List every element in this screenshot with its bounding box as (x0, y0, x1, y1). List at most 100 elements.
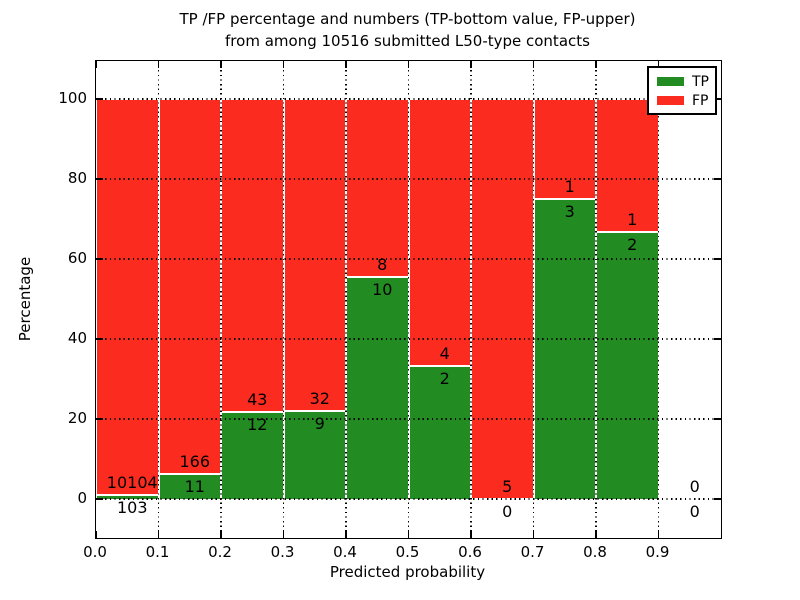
fp-bar-segment (283, 99, 346, 412)
tp-count-label: 3 (564, 202, 575, 221)
x-tick-mark (95, 531, 97, 538)
y-tick-label: 40 (67, 329, 87, 347)
legend-swatch-fp (657, 96, 684, 105)
legend: TP FP (647, 66, 717, 115)
y-tick-mark (96, 498, 103, 500)
legend-entry-tp: TP (649, 72, 715, 91)
y-tick-mark (96, 98, 103, 100)
fp-count-label: 43 (247, 389, 268, 409)
x-tick-mark (470, 61, 472, 68)
x-tick-mark (345, 61, 347, 68)
x-tick-mark (595, 61, 597, 68)
x-tick-mark (282, 61, 285, 68)
x-tick-mark (532, 61, 535, 68)
x-tick-label: 0.6 (458, 543, 482, 561)
fp-count-label: 166 (179, 452, 211, 472)
x-tick-label: 0.5 (395, 543, 420, 561)
x-tick-mark (595, 531, 597, 538)
y-tick-mark (714, 418, 721, 420)
h-gridline (96, 338, 721, 340)
chart-title: TP /FP percentage and numbers (TP-bottom… (95, 8, 720, 52)
fp-count-label: 32 (309, 389, 330, 409)
v-gridline (532, 61, 535, 538)
y-tick-mark (96, 338, 103, 340)
v-gridline (220, 61, 222, 538)
legend-swatch-tp (657, 77, 684, 86)
y-tick-mark (714, 338, 721, 340)
h-gridline (96, 98, 721, 100)
y-tick-mark (96, 258, 103, 260)
x-tick-label: 0.0 (83, 543, 107, 561)
h-gridline (96, 418, 721, 420)
v-gridline (595, 61, 597, 538)
legend-label-fp: FP (692, 92, 709, 109)
x-tick-mark (157, 531, 160, 538)
fp-count-label: 8 (377, 254, 388, 274)
fp-count-label: 1 (564, 177, 575, 196)
x-tick-mark (95, 61, 97, 68)
v-gridline (407, 61, 410, 538)
tp-bar-segment (408, 365, 471, 499)
y-tick-label: 20 (67, 409, 87, 427)
legend-label-tp: TP (692, 73, 709, 90)
legend-entry-fp: FP (649, 91, 715, 110)
tp-bar-segment (158, 474, 221, 499)
y-tick-label: 60 (67, 249, 87, 267)
x-tick-mark (407, 531, 410, 538)
x-tick-mark (157, 61, 160, 68)
fp-count-label: 5 (502, 477, 513, 496)
fp-bar-segment (408, 99, 471, 366)
y-tick-mark (714, 498, 721, 500)
tp-bar-segment (533, 199, 596, 499)
x-tick-mark (657, 61, 660, 68)
x-tick-mark (470, 531, 472, 538)
tp-count-label: 9 (314, 414, 325, 434)
plot-area: 10104 103 166 11 43 12 32 9 8 10 4 2 5 0 1 3 1 2 0 0 (95, 60, 722, 539)
y-tick-mark (714, 258, 721, 260)
x-tick-mark (220, 531, 222, 538)
h-gridline (96, 498, 721, 500)
tp-count-label: 2 (439, 368, 450, 388)
x-tick-mark (657, 531, 660, 538)
fp-bar-segment (346, 99, 409, 277)
x-tick-label: 0.4 (333, 543, 357, 561)
y-tick-label: 100 (58, 89, 87, 107)
x-axis-label: Predicted probability (329, 563, 486, 581)
fp-bar-segment (96, 99, 159, 495)
v-gridline (470, 61, 472, 538)
y-axis-label: Percentage (16, 256, 34, 342)
tp-count-label: 103 (116, 497, 148, 517)
x-tick-label: 0.1 (145, 543, 170, 561)
v-gridline (345, 61, 347, 538)
tp-count-label: 12 (247, 414, 268, 434)
h-gridline (96, 178, 721, 180)
x-tick-label: 0.9 (645, 543, 670, 561)
chart-title-line2: from among 10516 submitted L50-type cont… (225, 32, 590, 50)
h-gridline (96, 258, 721, 260)
tp-count-label: 0 (502, 502, 513, 521)
x-tick-mark (345, 531, 347, 538)
fp-count-label: 4 (439, 343, 450, 363)
x-tick-label: 0.3 (270, 543, 295, 561)
tp-count-label: 0 (689, 502, 700, 521)
y-tick-label: 0 (77, 489, 87, 507)
v-gridline (282, 61, 285, 538)
y-tick-mark (96, 418, 103, 420)
v-gridline (157, 61, 160, 538)
x-tick-label: 0.7 (520, 543, 545, 561)
x-tick-label: 0.2 (208, 543, 232, 561)
x-tick-mark (407, 61, 410, 68)
tp-count-label: 10 (372, 279, 393, 299)
fp-count-label: 0 (689, 477, 700, 496)
chart-title-line1: TP /FP percentage and numbers (TP-bottom… (179, 10, 636, 28)
x-tick-mark (532, 531, 535, 538)
y-tick-mark (714, 178, 721, 180)
tp-count-label: 2 (627, 235, 638, 255)
fp-bar-segment (471, 99, 534, 499)
y-tick-label: 80 (67, 169, 87, 187)
fp-count-label: 1 (627, 210, 638, 230)
tp-bar-segment (596, 232, 659, 499)
x-tick-mark (220, 61, 222, 68)
tp-count-label: 11 (184, 477, 205, 497)
